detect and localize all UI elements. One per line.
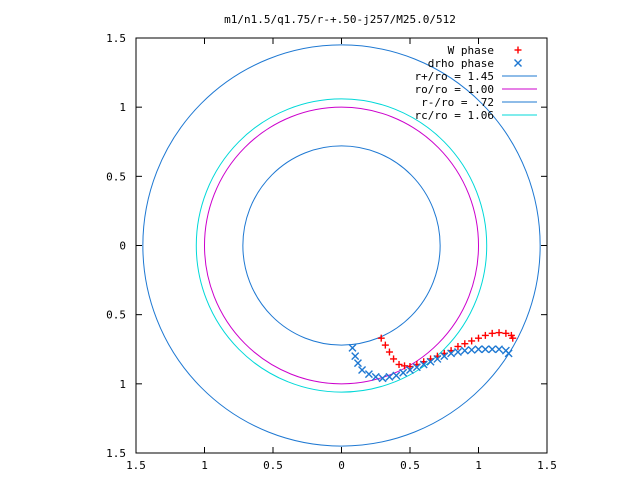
- drho-phase-point: [358, 366, 367, 374]
- circle-series-line: [195, 98, 488, 393]
- drho-phase-point: [474, 345, 483, 354]
- drho-phase-point: [488, 345, 497, 354]
- point-series: [348, 329, 517, 383]
- x-tick-label: 1.5: [537, 459, 557, 472]
- x-tick-label: 0: [338, 459, 345, 472]
- drho-phase-point: [447, 349, 456, 358]
- drho-phase-point: [495, 345, 504, 354]
- w-phase-point: [381, 341, 389, 349]
- drho-phase-point: [353, 359, 362, 368]
- drho-phase-point: [364, 370, 373, 379]
- drho-phase-point: [453, 348, 462, 357]
- legend-label: ro/ro = 1.00: [415, 83, 494, 96]
- drho-phase-point: [392, 371, 401, 380]
- legend-label: r+/ro = 1.45: [415, 70, 494, 83]
- x-tick-label: 1.5: [126, 459, 146, 472]
- x-tick-label: 1: [201, 459, 208, 472]
- chart-title: m1/n1.5/q1.75/r-+.50-j257/M25.0/512: [224, 13, 456, 26]
- y-tick-label: 0.5: [106, 309, 126, 322]
- y-tick-label: 0.5: [106, 170, 126, 183]
- legend-marker: [514, 59, 522, 67]
- legend-label: W phase: [448, 44, 494, 57]
- x-tick-label: 0.5: [263, 459, 283, 472]
- drho-phase-point: [433, 354, 442, 363]
- drho-phase-point: [481, 345, 490, 354]
- drho-phase-point: [399, 368, 408, 377]
- w-phase-point: [495, 329, 503, 337]
- drho-phase-point: [348, 343, 357, 352]
- drho-phase-point: [467, 345, 476, 354]
- w-phase-point: [488, 329, 496, 337]
- y-tick-label: 0: [119, 240, 126, 253]
- w-phase-point: [406, 363, 414, 371]
- drho-phase-point: [406, 366, 414, 374]
- w-phase-point: [502, 329, 510, 337]
- drho-phase-point: [351, 352, 360, 361]
- w-phase-point: [390, 355, 398, 363]
- w-phase-point: [509, 334, 517, 342]
- w-phase-point: [468, 337, 476, 345]
- legend-label: drho phase: [428, 57, 494, 70]
- circle-series: [142, 44, 541, 447]
- legend-label: rc/ro = 1.06: [415, 109, 494, 122]
- circle-series-line: [242, 145, 441, 346]
- w-phase-point: [454, 342, 462, 350]
- drho-phase-point: [371, 372, 380, 381]
- y-tick-label: 1.5: [106, 447, 126, 460]
- w-phase-point: [377, 334, 385, 342]
- drho-phase-point: [440, 352, 449, 361]
- drho-phase-point: [412, 363, 421, 372]
- w-phase-point: [461, 340, 469, 348]
- x-tick-label: 1: [475, 459, 482, 472]
- y-tick-label: 1: [119, 101, 126, 114]
- y-tick-label: 1.5: [106, 32, 126, 45]
- legend-marker: [514, 46, 522, 54]
- y-tick-label: 1: [119, 378, 126, 391]
- w-phase-point: [395, 360, 403, 368]
- drho-phase-point: [385, 372, 394, 381]
- drho-phase-point: [426, 357, 435, 366]
- drho-phase-point: [419, 360, 428, 369]
- w-phase-point: [475, 334, 482, 342]
- x-tick-label: 0.5: [400, 459, 420, 472]
- circle-series-line: [142, 44, 541, 447]
- drho-phase-point: [460, 346, 469, 355]
- axis-ticks: 1.5 1 0.5 0 0.5 1 1.51.510.500.511.5: [106, 32, 557, 472]
- drho-phase-point: [378, 374, 387, 383]
- w-phase-point: [385, 348, 393, 356]
- w-phase-point: [481, 331, 489, 339]
- legend-label: r-/ro = .72: [421, 96, 494, 109]
- circle-series-line: [204, 106, 479, 385]
- drho-phase-point: [504, 349, 513, 358]
